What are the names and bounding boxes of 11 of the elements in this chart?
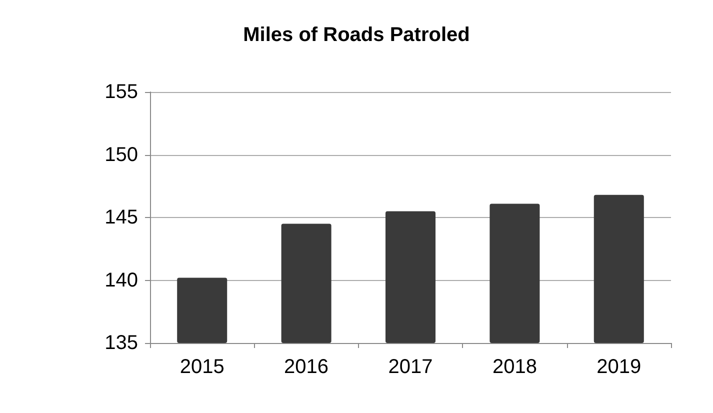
- y-tick-label: 150: [104, 144, 138, 166]
- y-tick-label: 155: [104, 81, 138, 103]
- x-tick-label: 2018: [492, 356, 537, 378]
- y-tick-label: 140: [104, 269, 138, 292]
- chart-title: Miles of Roads Patroled: [243, 24, 470, 46]
- y-tick-label: 145: [104, 206, 138, 228]
- x-tick-label: 2016: [284, 356, 329, 378]
- y-tick-label: 135: [104, 332, 138, 354]
- x-tick-label: 2017: [388, 356, 433, 378]
- x-tick-label: 2019: [596, 356, 642, 378]
- x-tick-label: 2015: [180, 356, 224, 378]
